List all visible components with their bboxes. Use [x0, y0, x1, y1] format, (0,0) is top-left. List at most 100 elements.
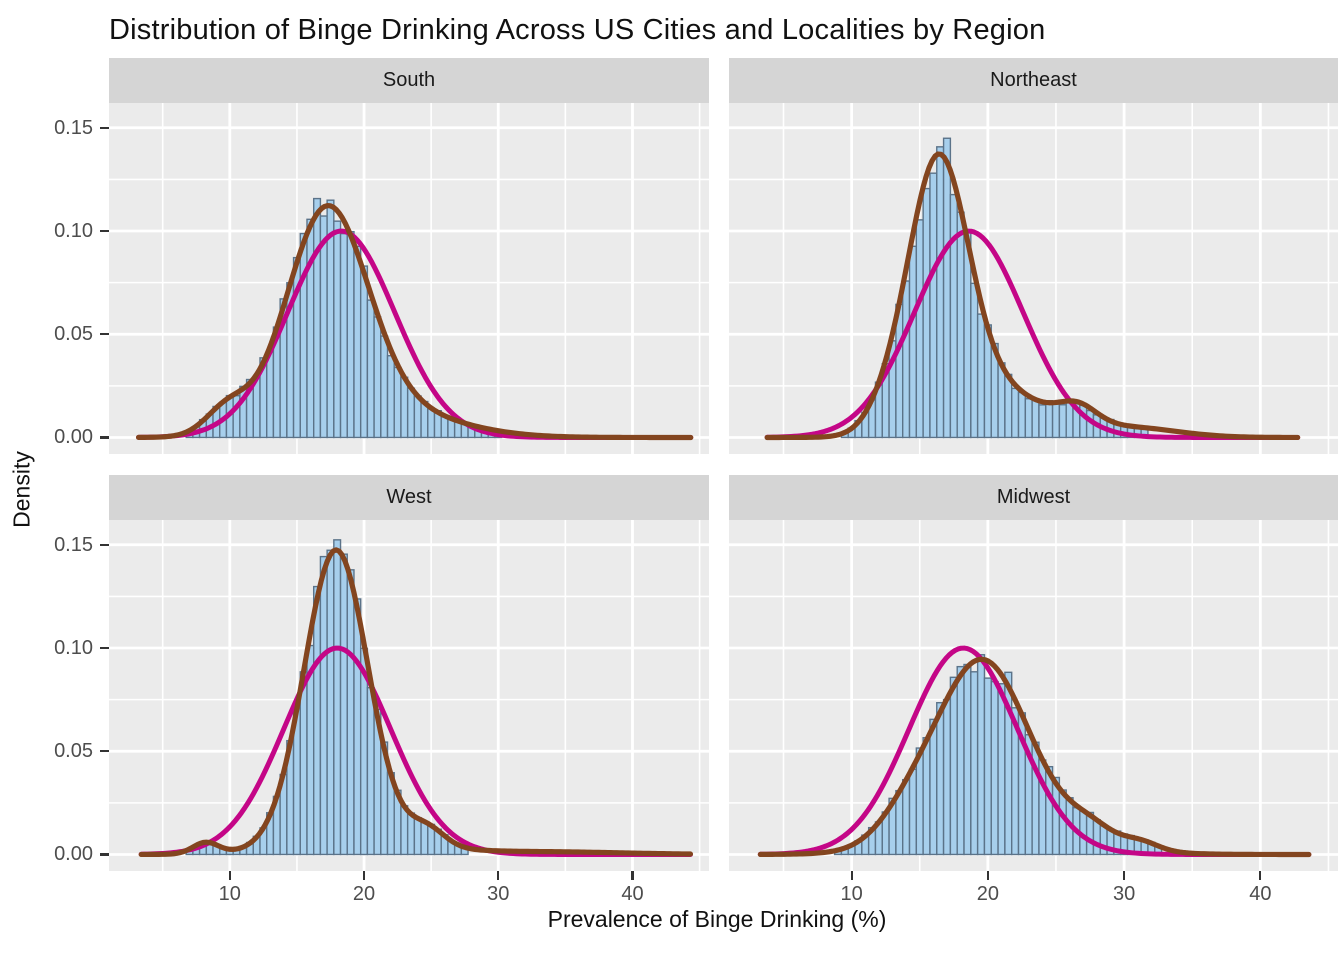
- y-tick-mark: [100, 229, 109, 233]
- histogram-bar: [908, 768, 918, 856]
- histogram-bar: [406, 387, 416, 439]
- x-tick-label: 40: [621, 883, 644, 905]
- histogram-bar: [983, 677, 992, 856]
- histogram-bar: [997, 683, 1006, 856]
- histogram-bar: [970, 671, 979, 856]
- facet-panel-midwest: [729, 520, 1338, 871]
- histogram-bar: [1045, 400, 1054, 439]
- histogram-bar: [908, 245, 918, 439]
- histogram-bar: [915, 219, 924, 439]
- histogram-bar: [339, 232, 348, 439]
- histogram-bar: [299, 232, 308, 439]
- histogram-bar: [942, 698, 952, 856]
- y-tick-mark: [100, 853, 109, 856]
- histogram-bar: [1038, 404, 1047, 439]
- histogram-bar: [1004, 373, 1013, 439]
- x-tick-label: 20: [976, 883, 999, 905]
- histogram-bar: [353, 245, 362, 439]
- y-tick-label: 0.05: [54, 323, 93, 346]
- kde-curve-south: [135, 202, 694, 441]
- y-tick-label: 0.00: [54, 843, 93, 866]
- x-tick-label: 30: [487, 883, 510, 905]
- histogram-bar: [936, 146, 945, 439]
- histogram-bar: [942, 137, 952, 439]
- x-tick-label: 10: [840, 883, 863, 905]
- histogram-bar: [990, 680, 999, 856]
- x-tick-mark: [362, 871, 366, 880]
- y-tick-label: 0.05: [54, 740, 93, 763]
- histogram-bar: [427, 408, 436, 439]
- y-tick-label: 0.00: [54, 426, 93, 449]
- y-tick-mark: [100, 750, 109, 753]
- y-tick-mark: [100, 543, 109, 546]
- histogram-bar: [359, 265, 369, 439]
- histogram-bar: [373, 316, 382, 439]
- y-tick-label: 0.15: [54, 533, 93, 556]
- y-tick-mark: [100, 126, 109, 129]
- histogram-bar: [1051, 400, 1061, 439]
- facet-strip-midwest: Midwest: [729, 475, 1338, 520]
- x-tick-mark: [986, 871, 989, 880]
- histogram-bar: [949, 193, 958, 439]
- histogram-bar: [1024, 398, 1033, 439]
- facet-panel-south: [109, 103, 709, 454]
- histogram-bar: [406, 812, 416, 856]
- y-tick-mark: [100, 333, 109, 336]
- y-tick-mark: [100, 646, 109, 650]
- x-tick-mark: [497, 871, 500, 880]
- x-tick-mark: [228, 871, 231, 880]
- histogram-bar: [366, 686, 375, 856]
- histogram-bar: [333, 220, 342, 439]
- histogram-bar: [413, 395, 422, 439]
- histogram-bar: [312, 585, 322, 856]
- histogram-bar: [413, 816, 422, 856]
- facet-strip-west: West: [109, 475, 709, 520]
- histogram-bar: [353, 598, 362, 856]
- facet-strip-northeast: Northeast: [729, 58, 1338, 103]
- histogram-bar: [976, 654, 986, 856]
- histogram-bar: [949, 676, 958, 856]
- x-axis-title-text: Prevalence of Binge Drinking (%): [547, 906, 887, 932]
- histogram-bar: [393, 366, 402, 439]
- histogram-bar: [366, 299, 375, 439]
- histogram-bar: [346, 230, 355, 439]
- histogram-bar: [922, 187, 931, 439]
- x-tick-mark: [850, 871, 853, 880]
- histogram-bar: [386, 355, 395, 439]
- histogram-bar: [902, 778, 911, 856]
- histogram-bar: [319, 215, 328, 439]
- facet-strip-south: South: [109, 58, 709, 103]
- histogram-bar: [970, 282, 979, 439]
- histogram-bar: [346, 569, 355, 856]
- histogram-bar: [1011, 387, 1020, 439]
- histogram-bar: [319, 555, 328, 856]
- histogram-bar: [440, 416, 449, 439]
- histogram-bar: [299, 671, 308, 856]
- histogram-bar: [266, 350, 275, 439]
- panel-background: [729, 103, 1338, 454]
- y-tick-mark: [100, 436, 109, 439]
- facet-panel-northeast: [729, 103, 1338, 454]
- histogram-bar: [380, 335, 389, 439]
- histogram-bar: [922, 737, 931, 856]
- chart-title: Distribution of Binge Drinking Across US…: [109, 14, 1046, 46]
- x-tick-label: 30: [1112, 883, 1136, 905]
- x-tick-mark: [1259, 871, 1262, 880]
- histogram-bar: [1058, 404, 1067, 439]
- y-tick-label: 0.15: [54, 116, 93, 139]
- histogram-bar: [976, 313, 986, 439]
- histogram-bar: [306, 218, 315, 439]
- histogram-bar: [902, 280, 911, 439]
- histogram-bar: [400, 376, 409, 439]
- x-tick-mark: [1123, 871, 1126, 880]
- y-tick-label: 0.10: [54, 220, 93, 242]
- kde-curve-midwest: [757, 656, 1312, 858]
- histogram-bar: [1092, 819, 1101, 856]
- histogram-bar: [312, 197, 322, 439]
- histogram-bar: [1031, 399, 1040, 439]
- histogram-bar: [963, 663, 972, 856]
- x-tick-label: 20: [352, 883, 376, 905]
- x-tick-label: 40: [1249, 883, 1272, 905]
- facet-panel-west: [109, 520, 709, 871]
